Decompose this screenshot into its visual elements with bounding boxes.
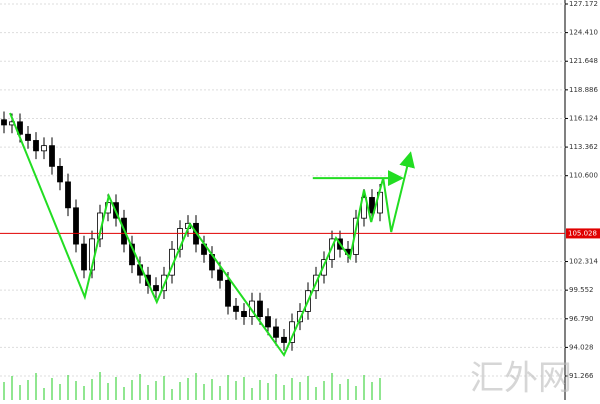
candle-body (361, 197, 367, 219)
candle-body (57, 165, 63, 183)
y-tick-label: 91.266 (569, 372, 594, 380)
price-label-bg (566, 228, 600, 239)
candle-body (25, 133, 31, 141)
candle-body (241, 311, 247, 317)
candle-body (281, 336, 287, 343)
y-tick-label: 127.172 (569, 0, 598, 8)
y-tick-label: 110.600 (569, 172, 598, 180)
candle-body (217, 269, 223, 281)
candle-body (17, 121, 23, 135)
candle-body (273, 326, 279, 338)
candle-body (33, 140, 39, 152)
y-tick-label: 121.648 (569, 57, 598, 65)
y-tick-label: 102.314 (569, 258, 598, 266)
candle-body (65, 181, 71, 209)
candle-body (257, 300, 263, 317)
y-tick-label: 116.124 (569, 114, 598, 122)
y-tick-label: 99.552 (569, 286, 594, 294)
candle-body (81, 243, 87, 271)
candle-body (73, 207, 79, 245)
y-tick-label: 124.410 (569, 29, 598, 37)
candle-body (49, 145, 55, 167)
price-label: 105.028 (568, 229, 597, 237)
y-tick-label: 118.886 (569, 86, 598, 94)
watermark: 汇外网 (470, 359, 572, 399)
candle-body (369, 197, 375, 214)
candle-body (153, 285, 159, 292)
candle-body (41, 145, 47, 152)
y-tick-label: 113.362 (569, 143, 598, 151)
candle-body (233, 305, 239, 312)
candle-body (225, 279, 231, 307)
y-tick-label: 94.028 (569, 343, 594, 351)
candle-body (265, 316, 271, 328)
y-tick-label: 96.790 (569, 315, 594, 323)
candle-body (1, 119, 7, 126)
